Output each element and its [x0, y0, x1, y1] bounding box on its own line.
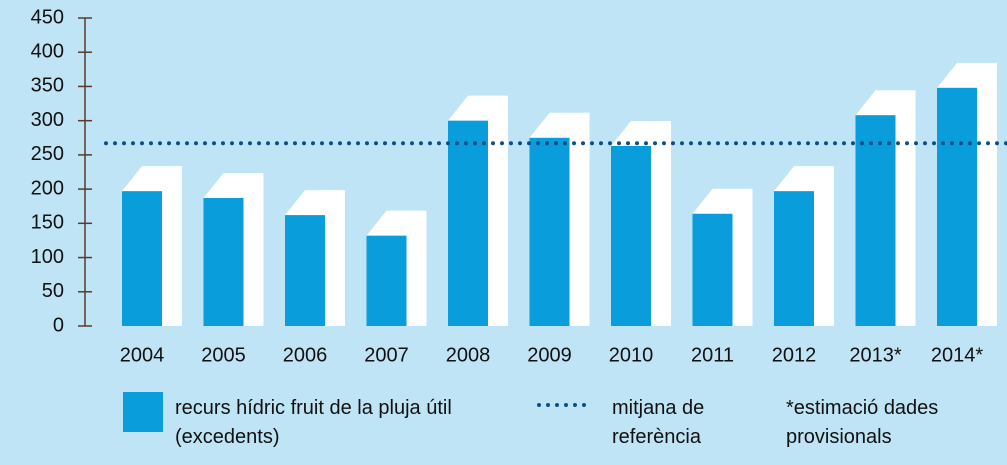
y-tick-label: 450 [31, 6, 64, 28]
bar [285, 215, 325, 326]
y-tick-label: 50 [42, 280, 64, 302]
legend-label: recurs hídric fruit de la pluja útil (ex… [175, 397, 452, 448]
legend-label: mitjana de referència [612, 397, 705, 448]
bar [774, 191, 814, 326]
bar [448, 120, 488, 327]
bar [692, 213, 733, 326]
x-tick-label: 2013* [849, 344, 901, 366]
y-tick-label: 400 [31, 41, 64, 63]
bar [122, 191, 162, 326]
y-tick-label: 0 [53, 314, 64, 336]
y-tick-label: 200 [31, 177, 64, 199]
note: *estimació dades provisionals [786, 397, 939, 448]
y-tick-label: 150 [31, 212, 64, 234]
y-tick-label: 300 [31, 109, 64, 131]
x-tick-label: 2011 [691, 344, 734, 366]
x-tick-label: 2007 [364, 344, 409, 366]
x-tick-label: 2009 [527, 344, 572, 366]
bar [203, 198, 244, 326]
x-tick-label: 2008 [446, 344, 491, 366]
x-tick-label: 2014* [931, 344, 983, 366]
bar [366, 235, 407, 326]
x-tick-label: 2006 [283, 344, 328, 366]
x-tick-label: 2004 [120, 344, 165, 366]
bar [937, 87, 977, 327]
x-tick-label: 2012 [772, 344, 817, 366]
y-tick-label: 350 [31, 75, 64, 97]
y-tick-label: 100 [31, 246, 64, 268]
bar [855, 115, 896, 327]
x-tick-label: 2005 [201, 344, 246, 366]
bar [529, 137, 570, 326]
y-tick-label: 250 [31, 143, 64, 165]
bar [611, 145, 651, 326]
legend-swatch [123, 392, 163, 432]
x-tick-label: 2010 [609, 344, 654, 366]
